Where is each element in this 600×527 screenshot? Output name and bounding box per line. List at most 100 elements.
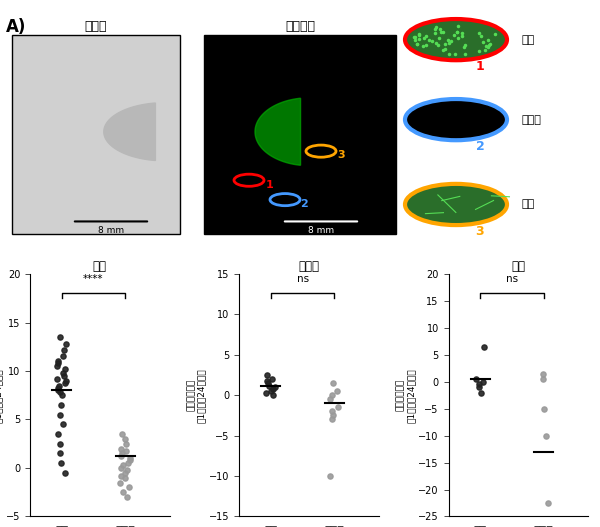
Point — [56, 449, 65, 457]
Point — [53, 430, 63, 438]
Point — [120, 469, 130, 477]
Text: 明視野: 明視野 — [85, 20, 107, 33]
Point — [116, 464, 126, 472]
Point — [124, 483, 134, 492]
Point — [266, 387, 276, 395]
Point — [270, 383, 280, 392]
Text: ns: ns — [296, 274, 309, 284]
Text: 3: 3 — [476, 225, 484, 238]
Point — [53, 357, 63, 366]
Point — [538, 375, 547, 383]
Point — [333, 403, 343, 412]
Point — [539, 405, 548, 413]
Point — [58, 369, 68, 377]
Point — [332, 387, 342, 395]
Polygon shape — [255, 98, 301, 165]
Y-axis label: 蛍光の変化量
（1時間〜24時間）: 蛍光の変化量 （1時間〜24時間） — [187, 368, 206, 423]
Point — [58, 352, 68, 360]
Point — [125, 456, 134, 464]
Point — [262, 371, 272, 379]
Circle shape — [405, 184, 507, 225]
Text: 子房室: 子房室 — [522, 115, 542, 124]
Point — [265, 382, 274, 390]
Point — [54, 382, 64, 390]
Circle shape — [405, 99, 507, 140]
Point — [118, 461, 128, 469]
Point — [476, 388, 486, 397]
FancyBboxPatch shape — [204, 35, 396, 233]
Point — [55, 388, 65, 396]
Point — [541, 432, 551, 440]
Point — [60, 378, 70, 387]
Point — [327, 391, 337, 399]
Point — [116, 479, 125, 487]
Point — [268, 385, 277, 393]
Point — [53, 359, 63, 367]
Point — [328, 415, 337, 424]
Y-axis label: 蛍光の変化量
（1時間〜24時間）: 蛍光の変化量 （1時間〜24時間） — [396, 368, 415, 423]
Text: 蛍光観察: 蛍光観察 — [285, 20, 315, 33]
Point — [478, 377, 487, 386]
Y-axis label: 蛍光の変化量
（1時間〜24時間）: 蛍光の変化量 （1時間〜24時間） — [0, 368, 3, 423]
Point — [62, 376, 71, 385]
Point — [472, 375, 481, 383]
Point — [269, 391, 278, 399]
Text: 3: 3 — [337, 150, 345, 160]
Text: A): A) — [6, 18, 26, 36]
Point — [263, 379, 273, 387]
Point — [474, 380, 484, 389]
Title: 子房室: 子房室 — [299, 260, 320, 273]
Point — [329, 411, 338, 419]
FancyBboxPatch shape — [12, 35, 180, 233]
Text: 1: 1 — [265, 180, 273, 190]
Text: 2: 2 — [476, 140, 484, 153]
Point — [56, 333, 65, 341]
Point — [116, 444, 125, 453]
Text: 果皮: 果皮 — [522, 35, 535, 45]
Point — [117, 430, 127, 438]
Point — [59, 372, 68, 380]
Point — [52, 375, 62, 383]
Point — [267, 375, 277, 383]
Text: 8 mm: 8 mm — [98, 226, 124, 235]
Point — [116, 452, 125, 461]
Point — [116, 472, 126, 480]
Point — [120, 473, 130, 482]
Point — [328, 379, 338, 387]
Text: 軸柱: 軸柱 — [522, 200, 535, 209]
Point — [56, 401, 66, 409]
Text: ****: **** — [83, 274, 104, 284]
Point — [325, 472, 335, 480]
Point — [122, 466, 132, 474]
Text: 8 mm: 8 mm — [308, 226, 334, 235]
Point — [57, 391, 67, 399]
Point — [327, 407, 337, 416]
Point — [479, 343, 488, 351]
Point — [125, 454, 134, 463]
Point — [474, 383, 484, 392]
Point — [55, 411, 64, 419]
Point — [56, 459, 66, 467]
Point — [58, 420, 68, 428]
Text: ns: ns — [506, 274, 518, 284]
Point — [544, 499, 553, 507]
Title: 軸柱: 軸柱 — [511, 260, 525, 273]
Point — [60, 469, 70, 477]
Point — [121, 435, 130, 443]
Point — [53, 386, 63, 395]
Point — [59, 346, 69, 354]
Point — [52, 362, 62, 370]
Point — [121, 440, 131, 448]
Point — [262, 388, 271, 397]
Point — [124, 459, 133, 467]
Point — [61, 365, 70, 373]
Point — [325, 395, 335, 404]
Circle shape — [405, 19, 507, 60]
Point — [61, 339, 71, 348]
Point — [55, 440, 64, 448]
Point — [538, 369, 547, 378]
Polygon shape — [104, 103, 155, 161]
Point — [117, 449, 127, 457]
Point — [262, 376, 272, 385]
Point — [122, 493, 131, 501]
